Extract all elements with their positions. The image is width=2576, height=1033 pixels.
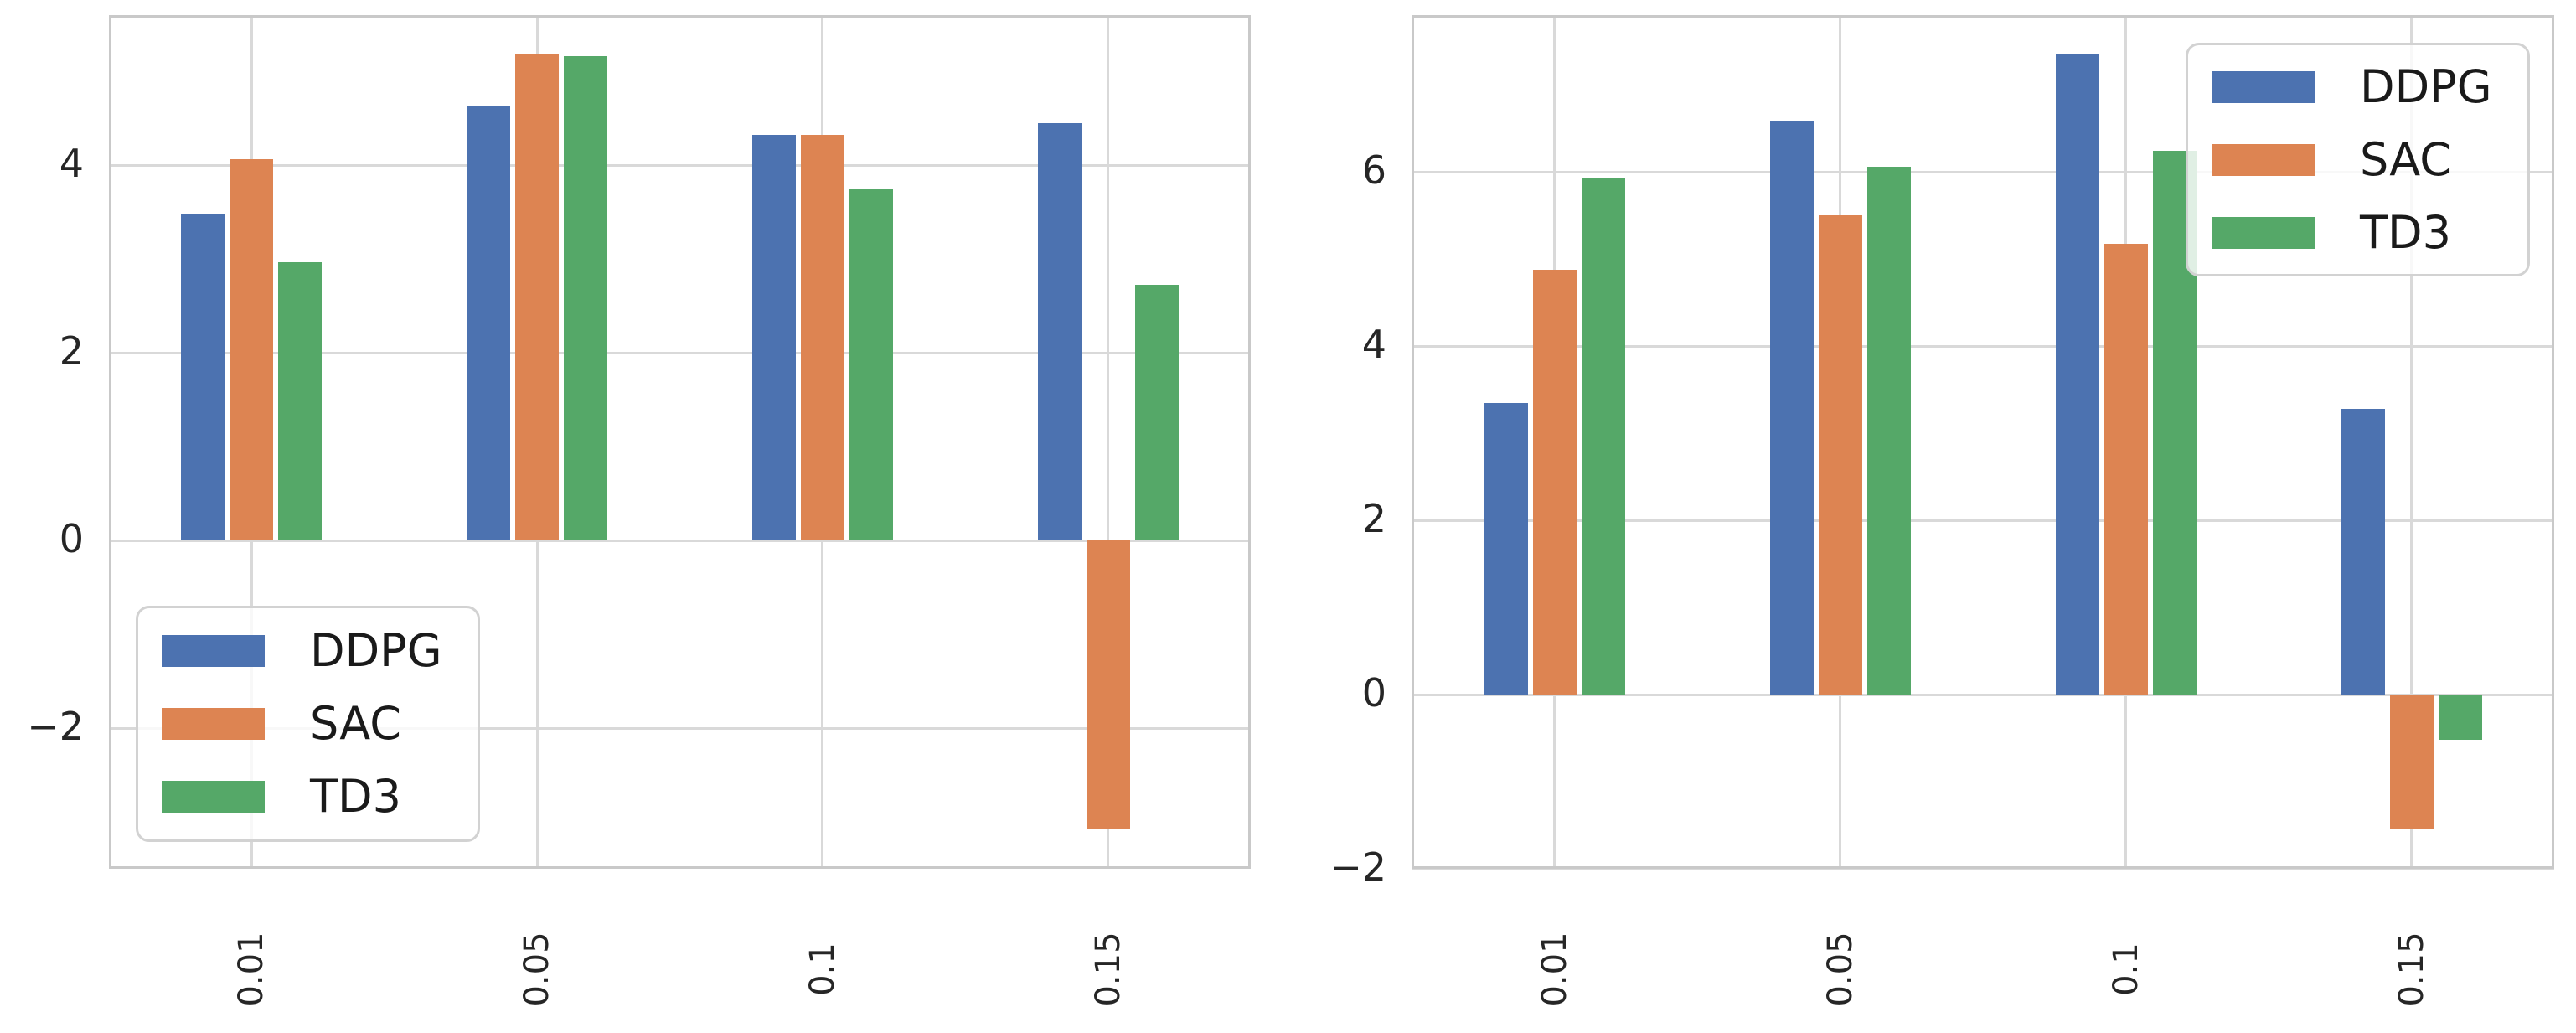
x-tick-label-0.01: 0.01: [1535, 932, 1574, 1007]
y-tick-label-2: 2: [59, 328, 84, 374]
bar-sac-0.1: [2104, 244, 2148, 695]
bar-ddpg-0.1: [751, 135, 796, 541]
y-gridline-0: [1412, 693, 2554, 696]
legend-lower-left: DDPG SAC TD3: [136, 606, 480, 842]
bar-ddpg-0.05: [467, 106, 511, 541]
y-tick-label-0: 0: [1361, 670, 1386, 716]
legend-label-td3: TD3: [2360, 205, 2451, 259]
bar-td3-0.15: [1134, 285, 1179, 541]
x-tick-label-0.05: 0.05: [518, 932, 557, 1007]
legend-label-sac: SAC: [2360, 132, 2451, 186]
bar-ddpg-0.1: [2055, 54, 2099, 695]
bar-ddpg-0.05: [1769, 121, 1814, 695]
bar-ddpg-0.15: [1037, 122, 1082, 541]
y-tick-label-0: 0: [59, 516, 84, 562]
bar-td3-0.01: [1581, 178, 1625, 695]
bar-td3-0.05: [1866, 166, 1911, 695]
y-tick-label--2: −2: [27, 704, 84, 750]
legend-upper-right: DDPG SAC TD3: [2186, 43, 2530, 276]
x-tick-label-0.01: 0.01: [232, 932, 271, 1007]
y-gridline-2: [1412, 519, 2554, 522]
bar-td3-0.1: [849, 189, 893, 541]
y-tick-label-4: 4: [59, 141, 84, 187]
legend-entry-sac: SAC: [2188, 123, 2527, 196]
legend-swatch-td3: [162, 781, 265, 813]
y-gridline-4: [109, 163, 1251, 167]
y-tick-label-6: 6: [1361, 147, 1386, 194]
y-tick-label-2: 2: [1361, 496, 1386, 542]
legend-label-ddpg: DDPG: [2360, 59, 2492, 113]
bar-sac-0.1: [800, 135, 844, 541]
legend-swatch-sac: [162, 708, 265, 740]
legend-entry-sac: SAC: [138, 688, 478, 761]
bar-sac-0.05: [515, 54, 560, 541]
y-gridline-4: [1412, 344, 2554, 348]
bar-sac-0.01: [1532, 269, 1577, 695]
y-gridline-6: [1412, 170, 2554, 173]
legend-swatch-sac: [2212, 143, 2315, 176]
bar-td3-0.01: [278, 261, 323, 541]
legend-label-ddpg: DDPG: [310, 624, 442, 677]
x-gridline-0.15: [2410, 15, 2413, 869]
legend-label-td3: TD3: [310, 770, 401, 823]
legend-swatch-ddpg: [162, 635, 265, 667]
bar-sac-0.05: [1818, 215, 1862, 695]
x-tick-label-0.05: 0.05: [1820, 932, 1860, 1007]
x-tick-label-0.1: 0.1: [2106, 943, 2145, 996]
bar-sac-0.01: [230, 159, 274, 541]
legend-entry-td3: TD3: [138, 761, 478, 834]
bar-ddpg-0.01: [1484, 402, 1528, 695]
legend-entry-ddpg: DDPG: [2188, 50, 2527, 123]
bar-td3-0.15: [2438, 695, 2482, 741]
legend-entry-ddpg: DDPG: [138, 615, 478, 688]
bar-ddpg-0.01: [181, 214, 225, 541]
bar-sac-0.15: [1086, 540, 1130, 829]
bar-ddpg-0.15: [2341, 408, 2385, 695]
legend-swatch-td3: [2212, 216, 2315, 249]
bar-sac-0.15: [2389, 695, 2434, 830]
y-gridline-0: [109, 539, 1251, 542]
legend-label-sac: SAC: [310, 697, 401, 750]
y-tick-label-4: 4: [1361, 322, 1386, 368]
legend-entry-td3: TD3: [2188, 196, 2527, 269]
legend-swatch-ddpg: [2212, 70, 2315, 103]
y-tick-label--2: −2: [1329, 844, 1386, 891]
x-gridline-0.15: [1107, 15, 1110, 869]
y-gridline--2: [1412, 867, 2554, 870]
x-tick-label-0.15: 0.15: [2392, 932, 2431, 1007]
x-tick-label-0.1: 0.1: [803, 943, 842, 996]
y-gridline--2: [109, 726, 1251, 730]
x-tick-label-0.15: 0.15: [1088, 932, 1128, 1007]
bar-td3-0.05: [564, 56, 608, 541]
y-gridline-2: [109, 351, 1251, 354]
